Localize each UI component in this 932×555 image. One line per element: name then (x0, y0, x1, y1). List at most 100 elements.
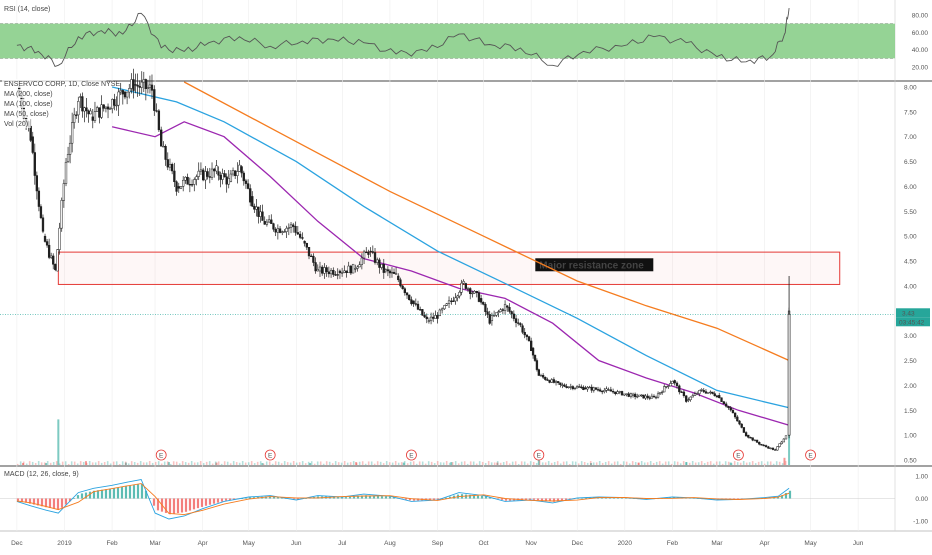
candle-body (627, 393, 630, 397)
candle-body (601, 390, 604, 393)
macd-histogram-bar (304, 498, 308, 499)
macd-histogram-bar (484, 496, 488, 499)
volume-bar (421, 461, 424, 465)
candle-body (557, 381, 560, 384)
candle-body (388, 270, 392, 274)
macd-histogram-bar (104, 489, 108, 499)
candle-body (678, 385, 681, 393)
volume-bar (559, 463, 562, 465)
macd-histogram-bar (92, 490, 96, 499)
volume-bar (424, 463, 427, 465)
volume-bar (700, 461, 703, 465)
volume-bar (406, 463, 409, 465)
volume-bar (397, 462, 400, 465)
volume-bar (385, 461, 388, 465)
volume-bar (655, 461, 658, 465)
candle-body (83, 107, 86, 112)
candle-body (464, 283, 467, 289)
candle-body (386, 269, 390, 272)
candle-body (650, 395, 654, 399)
volume-bar (215, 462, 218, 465)
candle-body (234, 170, 237, 176)
volume-bar (658, 461, 661, 465)
earnings-marker-label: E (409, 452, 414, 459)
candle-body (492, 315, 496, 317)
volume-bar (70, 461, 73, 465)
candle-body (249, 188, 252, 203)
volume-bar (532, 461, 535, 465)
candle-body (488, 314, 491, 324)
volume-bar (433, 463, 436, 465)
x-tick-label: Feb (667, 540, 679, 547)
candle-body (310, 255, 313, 258)
candle-body (242, 172, 245, 182)
macd-histogram-bar (116, 487, 120, 499)
volume-bar (718, 461, 721, 465)
candle-body (405, 292, 409, 296)
volume-bar (436, 461, 439, 465)
volume-bar (646, 462, 649, 465)
macd-histogram-bar (544, 498, 548, 502)
volume-bar (412, 461, 415, 465)
volume-bar (748, 462, 751, 465)
x-tick-label: 2020 (618, 540, 633, 547)
volume-bar (139, 461, 142, 465)
candle-body (561, 384, 564, 386)
candle-body (663, 386, 666, 393)
volume-bar (445, 461, 448, 465)
macd-histogram-bar (472, 495, 476, 499)
volume-bar (478, 461, 481, 465)
macd-histogram-bar (560, 498, 564, 501)
price-legend-item: MA (100, close) (4, 101, 53, 108)
volume-bar (514, 461, 517, 465)
volume-bar (274, 461, 277, 465)
macd-histogram-bar (588, 497, 592, 499)
candle-body (215, 165, 218, 172)
candle-body (240, 166, 243, 174)
x-tick-label: Mar (149, 540, 161, 547)
candle-body (675, 382, 679, 387)
candle-body (588, 386, 591, 389)
candle-body (123, 91, 127, 98)
volume-bar (358, 461, 361, 465)
candle-body (373, 252, 377, 263)
volume-bar (142, 462, 145, 465)
macd-histogram-bar (608, 497, 612, 499)
volume-bar (184, 462, 187, 465)
volume-bar (43, 462, 46, 465)
macd-histogram-bar (80, 493, 84, 499)
candle-body (119, 90, 122, 93)
macd-histogram-bar (268, 496, 272, 499)
volume-bar (430, 461, 433, 465)
candle-body (287, 227, 290, 229)
candle-body (270, 219, 273, 224)
candle-body (408, 294, 411, 300)
x-tick-label: Nov (525, 540, 537, 547)
candle-body (512, 313, 515, 319)
candle-body (314, 262, 317, 272)
candle-body (519, 323, 522, 326)
volume-bar (637, 462, 640, 465)
volume-bar (352, 461, 355, 465)
candle-body (525, 334, 529, 337)
macd-tick-label: 0.00 (915, 496, 928, 503)
rsi-label: RSI (14, close) (4, 6, 50, 13)
volume-bar (439, 462, 442, 465)
candle-body (429, 316, 433, 321)
candle-body (338, 270, 342, 274)
candle-body (93, 111, 97, 121)
volume-bar (769, 461, 772, 465)
candle-body (503, 304, 507, 311)
earnings-marker (733, 449, 744, 461)
volume-bar (37, 461, 40, 465)
candle-body (35, 175, 38, 192)
candle-body (530, 340, 533, 352)
candle-body (506, 305, 509, 308)
candle-body (578, 386, 581, 388)
macd-histogram-bar (384, 496, 388, 499)
volume-bar (730, 463, 733, 465)
candle-body (419, 309, 422, 311)
candle-body (132, 79, 135, 91)
candle-body (580, 386, 583, 388)
volume-bar (451, 462, 454, 465)
